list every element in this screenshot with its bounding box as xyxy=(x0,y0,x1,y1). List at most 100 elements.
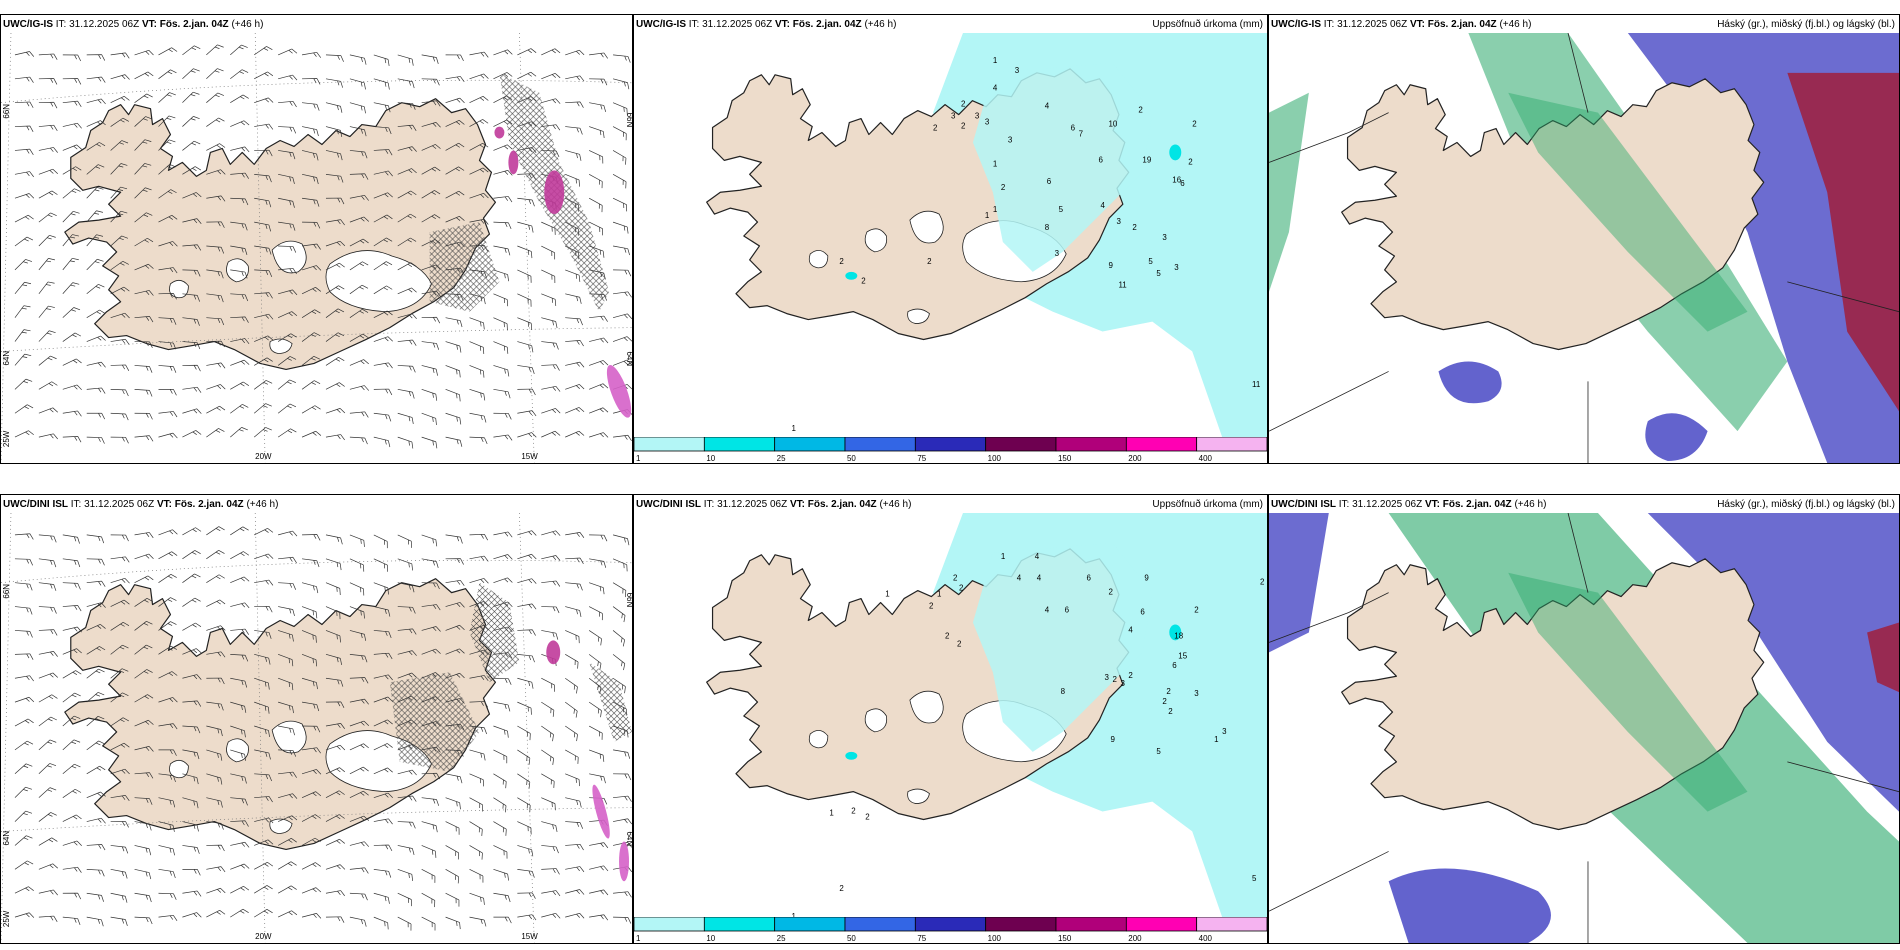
cloud-map xyxy=(1269,33,1899,463)
precip-value-label: 3 xyxy=(1120,679,1125,688)
precip-value-label: 4 xyxy=(1045,606,1050,615)
scale-label: 25 xyxy=(777,454,786,463)
precip-map-title: Uppsöfnuð úrkoma (mm) xyxy=(1152,499,1263,510)
scale-labels: 1 10 25 50 75 100 150 200 400 xyxy=(636,934,1213,943)
scale-swatch xyxy=(844,437,916,452)
cloud-map-title: Háský (gr.), miðský (fj.bl.) og lágský (… xyxy=(1717,499,1895,510)
lon-label-25w: 25W xyxy=(2,910,11,927)
scale-swatches xyxy=(634,917,1267,932)
precip-value-label: 10 xyxy=(1109,120,1118,129)
lat-label-64n: 64N xyxy=(2,351,11,366)
precip-value-label: 8 xyxy=(1045,223,1050,232)
cloud-map-panel-bottom: UWC/DINI ISL IT: 31.12.2025 06Z VT: Fös.… xyxy=(1268,494,1900,944)
cloud-map xyxy=(1269,513,1899,943)
precip-value-label: 2 xyxy=(1128,671,1133,680)
precip-value-label: 2 xyxy=(839,884,844,893)
precip-value-label: 1 xyxy=(993,56,998,65)
scale-swatch xyxy=(844,917,916,932)
precip-value-label: 4 xyxy=(1017,574,1022,583)
precip-value-label: 3 xyxy=(1116,217,1121,226)
precip-value-label: 2 xyxy=(1162,697,1167,706)
scale-label: 200 xyxy=(1128,454,1142,463)
wind-barb-map: 66N 64N 25W 20W 15W 66N 64N xyxy=(1,33,632,463)
precip-small-cell xyxy=(845,271,858,280)
precip-map-panel-bottom: UWC/DINI ISL IT: 31.12.2025 06Z VT: Fös.… xyxy=(633,494,1268,944)
scale-swatch xyxy=(1125,437,1198,452)
cloud-map-panel-top: UWC/IG-IS IT: 31.12.2025 06Z VT: Fös. 2.… xyxy=(1268,14,1900,464)
precip-value-label: 3 xyxy=(1055,249,1060,258)
precip-value-label: 4 xyxy=(1128,625,1133,634)
precip-value-label: 2 xyxy=(1192,120,1197,129)
precip-value-label: 6 xyxy=(1071,124,1076,133)
cloud-map-header: UWC/DINI ISL IT: 31.12.2025 06Z VT: Fös.… xyxy=(1271,499,1547,510)
precip-value-label: 2 xyxy=(1188,157,1193,166)
wind-barbs xyxy=(14,44,632,449)
wind-map-header: UWC/IG-IS IT: 31.12.2025 06Z VT: Fös. 2.… xyxy=(3,19,264,30)
precip-value-label: 3 xyxy=(985,118,990,127)
wind-map-header: UWC/DINI ISL IT: 31.12.2025 06Z VT: Fös.… xyxy=(3,499,279,510)
precip-value-label: 2 xyxy=(839,257,844,266)
scale-label: 100 xyxy=(988,454,1002,463)
precip-value-label: 5 xyxy=(1148,257,1153,266)
precip-value-label: 8 xyxy=(1061,687,1066,696)
scale-swatch xyxy=(1196,437,1267,452)
boundary-lines xyxy=(1269,33,1899,463)
lat-label-66n: 66N xyxy=(2,104,11,119)
scale-label: 1 xyxy=(636,934,641,943)
precip-value-label: 15 xyxy=(1178,651,1187,660)
scale-swatch xyxy=(774,917,846,932)
scale-label: 75 xyxy=(917,934,926,943)
precip-value-label: 3 xyxy=(1015,66,1020,75)
precip-value-label: 2 xyxy=(945,631,950,640)
precip-value-label: 6 xyxy=(1172,661,1177,670)
precip-value-label: 1 xyxy=(829,809,834,818)
precip-value-label: 2 xyxy=(1260,578,1265,587)
scale-swatch xyxy=(914,917,987,932)
precip-value-label: 2 xyxy=(957,639,962,648)
scale-label: 10 xyxy=(706,454,715,463)
precip-value-label: 1 xyxy=(993,159,998,168)
lat-label-64n: 64N xyxy=(2,831,11,846)
precip-value-label: 5 xyxy=(1156,747,1161,756)
scale-swatch xyxy=(703,917,776,932)
scale-label: 50 xyxy=(847,454,856,463)
precip-value-label: 4 xyxy=(1035,552,1040,561)
precip-map-header: UWC/DINI ISL IT: 31.12.2025 06Z VT: Fös.… xyxy=(636,499,912,510)
precip-value-label: 1 xyxy=(937,590,942,599)
cloud-cover-map xyxy=(1269,33,1899,463)
precip-value-label: 2 xyxy=(959,584,964,593)
precip-value-label: 5 xyxy=(1059,205,1064,214)
boundary-lines xyxy=(1269,513,1899,943)
precip-value-label: 2 xyxy=(865,812,870,821)
scale-label: 25 xyxy=(777,934,786,943)
precip-value-label: 2 xyxy=(953,574,958,583)
scale-label: 75 xyxy=(917,454,926,463)
scale-swatch xyxy=(634,437,705,452)
precip-map: 1 4 2 4 4 2 1 6 9 2 2 1 2 4 6 2 2 2 6 18 4 15 2 6 3 3 8 2 2 3 2 2 3 9 5 1 2 2… xyxy=(634,513,1267,917)
scale-label: 150 xyxy=(1058,934,1072,943)
precip-value-label: 7 xyxy=(1079,129,1084,138)
precip-value-label: 18 xyxy=(1174,631,1183,640)
lon-label-20w: 20W xyxy=(255,932,272,941)
precip-value-label: 3 xyxy=(1174,263,1179,272)
cloud-map-header: UWC/IG-IS IT: 31.12.2025 06Z VT: Fös. 2.… xyxy=(1271,19,1532,30)
precip-value-label: 11 xyxy=(1118,281,1127,290)
hazard-hatching xyxy=(429,72,632,418)
scale-label: 1 xyxy=(636,454,641,463)
precip-max-cell xyxy=(1169,144,1182,161)
graticule-labels: 66N 64N 25W 20W 15W 66N 64N xyxy=(2,104,632,461)
lat-label-66n: 66N xyxy=(2,584,11,599)
precip-value-label: 2 xyxy=(1132,223,1137,232)
iceland-landmass xyxy=(1341,78,1765,351)
lat-label-64n-right: 64N xyxy=(625,352,632,367)
precip-value-label: 4 xyxy=(993,84,998,93)
scale-swatch xyxy=(1055,437,1127,452)
precip-value-label: 2 xyxy=(1138,106,1143,115)
scale-label: 10 xyxy=(706,934,715,943)
precip-value-label: 2 xyxy=(861,277,866,286)
scale-swatch xyxy=(1196,917,1267,932)
scale-swatch xyxy=(985,917,1057,932)
wind-map-panel-bottom: UWC/DINI ISL IT: 31.12.2025 06Z VT: Fös.… xyxy=(0,494,633,944)
precip-value-label: 6 xyxy=(1180,179,1185,188)
